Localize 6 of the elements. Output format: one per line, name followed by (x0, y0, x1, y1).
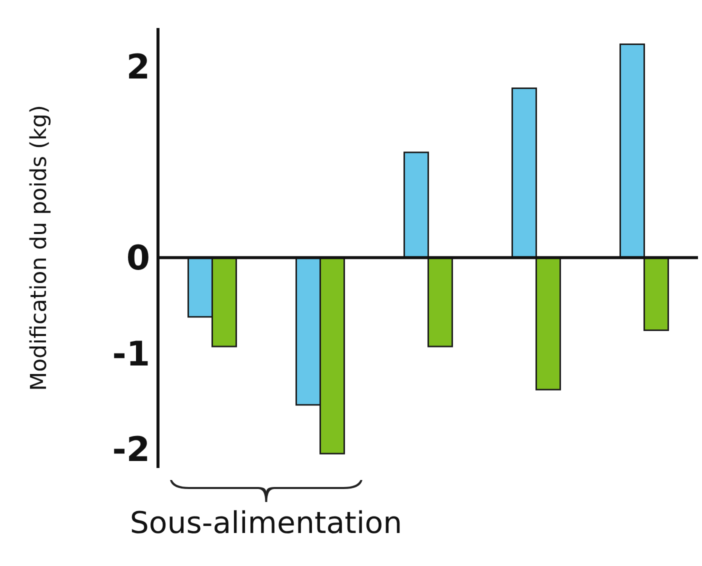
y-tick-label: -2 (112, 430, 150, 470)
y-tick-label: 0 (126, 238, 150, 279)
y-axis-title: Modification du poids (kg) (26, 105, 52, 391)
y-tick-label: 2 (126, 47, 150, 88)
y-tick-label: -1 (112, 334, 150, 374)
text: Sous-alimentation (128, 506, 404, 541)
